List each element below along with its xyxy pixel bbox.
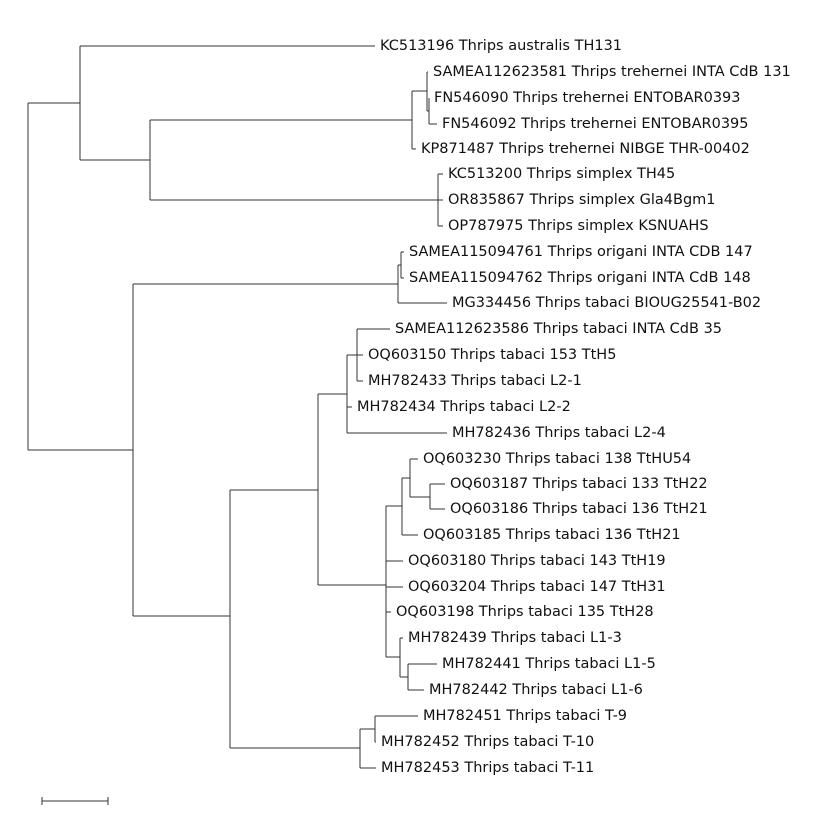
leaf-label: OQ603185 Thrips tabaci 136 TtH21 [423, 527, 681, 543]
leaf-label: KC513196 Thrips australis TH131 [380, 38, 622, 54]
leaf-label: KP871487 Thrips trehernei NIBGE THR-0040… [421, 141, 750, 157]
leaf-label: SAMEA115094761 Thrips origani INTA CDB 1… [409, 244, 753, 260]
leaf-label: MH782433 Thrips tabaci L2-1 [368, 373, 582, 389]
leaf-label: OQ603186 Thrips tabaci 136 TtH21 [450, 501, 708, 517]
leaf-label: OQ603150 Thrips tabaci 153 TtH5 [368, 347, 616, 363]
leaf-label: KC513200 Thrips simplex TH45 [448, 166, 675, 182]
leaf-label: OP787975 Thrips simplex KSNUAHS [448, 218, 709, 234]
leaf-label: MH782436 Thrips tabaci L2-4 [452, 425, 666, 441]
leaf-label: FN546090 Thrips trehernei ENTOBAR0393 [434, 90, 741, 106]
leaf-label: OQ603187 Thrips tabaci 133 TtH22 [450, 476, 708, 492]
leaf-label: MH782434 Thrips tabaci L2-2 [357, 399, 571, 415]
leaf-label: MH782441 Thrips tabaci L1-5 [442, 656, 656, 672]
leaf-label: OQ603230 Thrips tabaci 138 TtHU54 [423, 451, 691, 467]
leaf-label: OQ603204 Thrips tabaci 147 TtH31 [408, 579, 666, 595]
scale-bar [41, 797, 109, 805]
leaf-label: FN546092 Thrips trehernei ENTOBAR0395 [442, 116, 749, 132]
leaf-label: MH782451 Thrips tabaci T-9 [423, 708, 627, 724]
leaf-label: MH782442 Thrips tabaci L1-6 [429, 682, 643, 698]
leaf-label: MH782453 Thrips tabaci T-11 [381, 760, 594, 776]
leaf-label: SAMEA115094762 Thrips origani INTA CdB 1… [409, 270, 751, 286]
leaf-label: OQ603180 Thrips tabaci 143 TtH19 [408, 553, 666, 569]
leaf-label: MH782452 Thrips tabaci T-10 [381, 734, 594, 750]
leaf-label: SAMEA112623586 Thrips tabaci INTA CdB 35 [395, 321, 722, 337]
leaf-label: SAMEA112623581 Thrips trehernei INTA CdB… [433, 64, 791, 80]
leaf-label: OQ603198 Thrips tabaci 135 TtH28 [396, 604, 654, 620]
leaf-label: OR835867 Thrips simplex Gla4Bgm1 [448, 192, 716, 208]
leaf-label: MG334456 Thrips tabaci BIOUG25541-B02 [452, 295, 761, 311]
leaf-label: MH782439 Thrips tabaci L1-3 [408, 630, 622, 646]
